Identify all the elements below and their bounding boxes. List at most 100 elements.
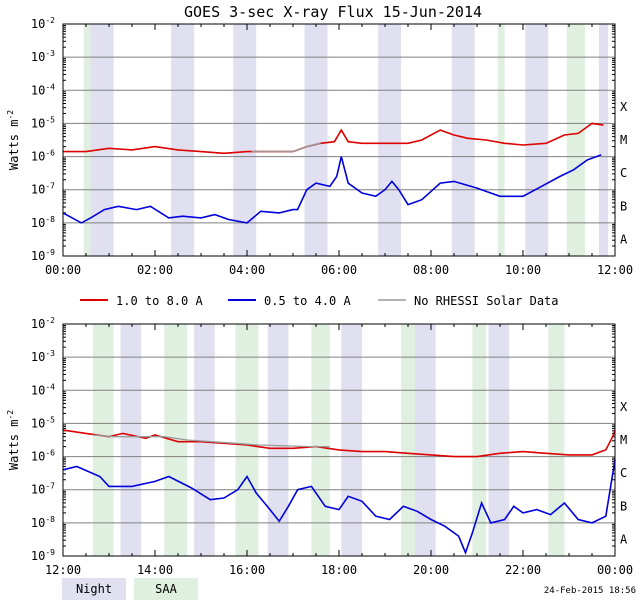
plot-background: [63, 24, 615, 256]
timestamp: 24-Feb-2015 18:56: [544, 586, 636, 596]
flare-class-label: X: [620, 100, 628, 114]
y-tick-base: 10: [31, 116, 45, 130]
saa-band: [472, 324, 487, 556]
chart-title: GOES 3-sec X-ray Flux 15-Jun-2014: [184, 3, 482, 21]
night-band: [120, 324, 142, 556]
y-tick-label: 10-6: [31, 149, 55, 164]
saa-bands: [92, 324, 565, 556]
plot-frame: [62, 23, 616, 257]
y-tick-base: 10: [31, 150, 45, 164]
y-tick-base: 10: [31, 516, 45, 530]
plot-background: [63, 324, 615, 556]
x-tick-labels: 00:00 02:00 04:00 06:00 08:00 10:00 12:00: [45, 263, 633, 277]
y-tick-exp: -4: [45, 382, 55, 391]
series-line: [92, 434, 330, 448]
saa-band: [164, 324, 188, 556]
plot-frame: [62, 323, 616, 557]
night-band: [451, 24, 475, 256]
night-legend-swatch: [62, 578, 126, 600]
night-band: [488, 324, 510, 556]
series-line: [62, 459, 616, 555]
y-tick-base: 10: [31, 50, 45, 64]
y-tick-label: 10-4: [31, 382, 55, 397]
flare-class-label: A: [620, 232, 628, 246]
night-band: [414, 324, 436, 556]
y-tick-label: 10-7: [31, 482, 55, 497]
saa-band: [566, 24, 586, 256]
legend-label-no-rhessi: No RHESSI Solar Data: [414, 294, 559, 308]
x-tick-label: 06:00: [321, 263, 357, 277]
y-tick-exp: -5: [45, 115, 55, 124]
saa-legend-swatch: [134, 578, 198, 600]
flare-class-label: B: [620, 199, 627, 213]
saa-band: [548, 324, 565, 556]
flare-class-label: M: [620, 133, 627, 147]
y-tick-base: 10: [31, 249, 45, 263]
y-tick-base: 10: [31, 416, 45, 430]
series-line: [63, 122, 604, 155]
y-tick-base: 10: [31, 350, 45, 364]
x-tick-label: 16:00: [229, 563, 265, 577]
y-tick-label: 10-9: [31, 248, 55, 263]
flare-class-label: B: [620, 499, 627, 513]
y-tick-exp: -5: [45, 415, 55, 424]
band-legend: Night SAA 24-Feb-2015 18:56: [62, 578, 636, 600]
y-tick-exp: -9: [45, 248, 55, 257]
saa-band: [311, 324, 330, 556]
y-tick-base: 10: [31, 483, 45, 497]
night-bands: [90, 24, 609, 256]
saa-legend-label: SAA: [155, 582, 177, 596]
series-line: [251, 142, 321, 153]
y-tick-base: 10: [31, 383, 45, 397]
x-tick-label: 00:00: [597, 563, 633, 577]
y-tick-exp: -4: [45, 82, 55, 91]
y-tick-label: 10-9: [31, 548, 55, 563]
legend-label-1-8a: 1.0 to 8.0 A: [116, 294, 203, 308]
x-tick-label: 20:00: [413, 563, 449, 577]
y-tick-exp: -7: [45, 482, 55, 491]
y-tick-exp: -6: [45, 449, 55, 458]
night-band: [525, 24, 549, 256]
night-band: [598, 24, 609, 256]
x-tick-label: 00:00: [45, 263, 81, 277]
y-axis-label: Watts m-2: [6, 110, 21, 170]
grid-lines: [62, 324, 616, 556]
panel-top: 10-210-310-410-510-610-710-810-9 00:00 02…: [6, 16, 633, 277]
flare-class-label: X: [620, 400, 628, 414]
y-tick-label: 10-2: [31, 16, 55, 31]
y-tick-base: 10: [31, 83, 45, 97]
saa-band: [401, 324, 415, 556]
y-tick-label: 10-5: [31, 115, 55, 130]
night-band: [378, 24, 402, 256]
y-tick-label: 10-8: [31, 515, 55, 530]
y-tick-label: 10-6: [31, 449, 55, 464]
y-tick-base: 10: [31, 17, 45, 31]
night-band: [267, 324, 289, 556]
flare-class-label: A: [620, 532, 628, 546]
y-tick-base: 10: [31, 450, 45, 464]
y-tick-label: 10-7: [31, 182, 55, 197]
y-tick-exp: -2: [45, 316, 55, 325]
y-tick-exp: -2: [45, 16, 55, 25]
y-tick-exp: -3: [45, 349, 55, 358]
flare-class-label: C: [620, 466, 627, 480]
y-tick-exp: -8: [45, 515, 55, 524]
night-band: [304, 24, 328, 256]
flare-class-labels: X M C B A: [620, 100, 628, 247]
saa-band: [92, 324, 114, 556]
x-tick-label: 02:00: [137, 263, 173, 277]
y-tick-exp: -8: [45, 215, 55, 224]
y-tick-exp: -9: [45, 548, 55, 557]
night-band: [90, 24, 114, 256]
y-tick-label: 10-4: [31, 82, 55, 97]
x-tick-label: 04:00: [229, 263, 265, 277]
x-tick-label: 10:00: [505, 263, 541, 277]
y-tick-exp: -3: [45, 49, 55, 58]
x-tick-labels: 12:00 14:00 16:00 18:00 20:00 22:00 00:00: [45, 563, 633, 577]
saa-band: [83, 24, 91, 256]
x-tick-label: 22:00: [505, 563, 541, 577]
x-tick-label: 18:00: [321, 563, 357, 577]
y-tick-base: 10: [31, 183, 45, 197]
y-tick-exp: -7: [45, 182, 55, 191]
